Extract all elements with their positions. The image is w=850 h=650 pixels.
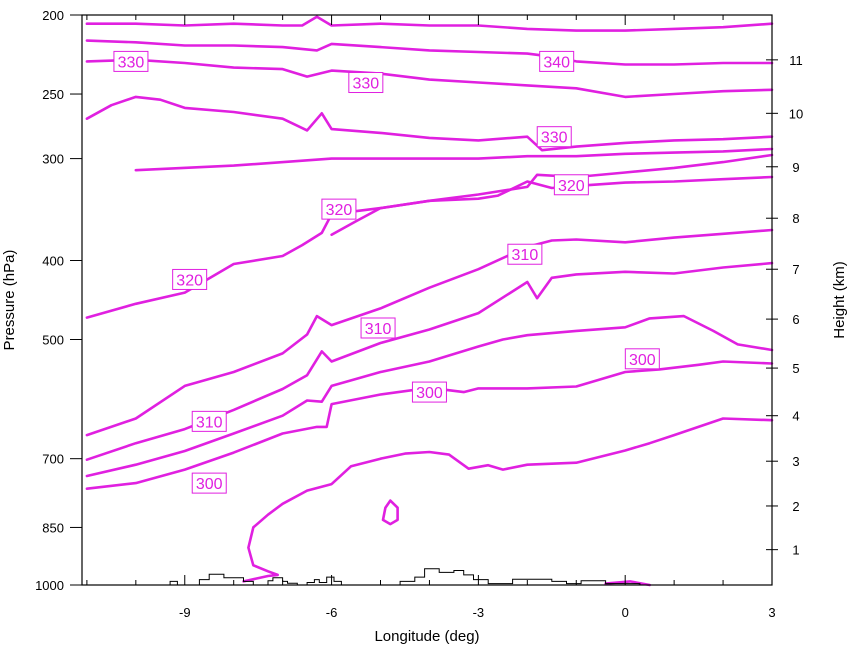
contour-line-345 bbox=[85, 15, 774, 32]
x-tick-label: -9 bbox=[179, 605, 191, 620]
contour-label-box bbox=[172, 268, 208, 290]
contour-label-box bbox=[191, 472, 227, 494]
contour-labels: 330 330 340 330 320 320 320 310 310 310 300 300 300 bbox=[113, 50, 660, 494]
contour-label: 300 bbox=[416, 385, 443, 402]
contour-label: 310 bbox=[365, 321, 392, 338]
contour-label: 330 bbox=[541, 130, 568, 147]
height-tick-label: 9 bbox=[792, 160, 799, 175]
y-tick-label: 700 bbox=[42, 452, 64, 467]
y-tick-label: 500 bbox=[42, 333, 64, 348]
contour-label: 320 bbox=[176, 272, 203, 289]
contour-label: 300 bbox=[629, 352, 656, 369]
y-tick-label: 850 bbox=[42, 520, 64, 535]
contour-line-330 bbox=[85, 95, 774, 152]
contour-line-340 bbox=[85, 39, 774, 66]
height-tick-label: 6 bbox=[792, 312, 799, 327]
y-tick-label: 400 bbox=[42, 253, 64, 268]
contour-label-box bbox=[539, 50, 575, 72]
y-axis-title-right: Height (km) bbox=[831, 261, 848, 339]
contour-label: 320 bbox=[326, 202, 353, 219]
contour-label-box bbox=[113, 50, 149, 72]
y-tick-label: 250 bbox=[42, 87, 64, 102]
contour-line-335 bbox=[85, 58, 774, 99]
height-tick-label: 4 bbox=[792, 409, 799, 424]
x-tick-label: 0 bbox=[622, 605, 629, 620]
contour-label-box bbox=[553, 174, 589, 196]
plot-frame bbox=[81, 14, 773, 586]
height-tick-label: 8 bbox=[792, 211, 799, 226]
height-tick-label: 5 bbox=[792, 361, 799, 376]
contour-label: 310 bbox=[512, 247, 539, 264]
contour-label-box bbox=[536, 126, 572, 148]
contour-label-box bbox=[191, 410, 227, 432]
contour-label-box bbox=[411, 381, 447, 403]
contour-label: 300 bbox=[196, 476, 223, 493]
contour-label: 310 bbox=[196, 414, 223, 431]
contour-line-305 bbox=[85, 314, 774, 478]
y-tick-label: 1000 bbox=[35, 578, 64, 593]
height-tick-label: 1 bbox=[792, 543, 799, 558]
height-tick-label: 10 bbox=[789, 106, 803, 121]
contour-label-box bbox=[624, 348, 660, 370]
x-axis-title: Longitude (deg) bbox=[374, 628, 479, 645]
contour-label: 330 bbox=[118, 54, 145, 71]
contour-label: 320 bbox=[558, 178, 585, 195]
contour-line-310 bbox=[85, 261, 774, 461]
y-axis-title-left: Pressure (hPa) bbox=[1, 250, 18, 351]
x-tick-label: 3 bbox=[768, 605, 775, 620]
contour-label-box bbox=[360, 317, 396, 339]
contour-label: 340 bbox=[543, 54, 570, 71]
height-tick-label: 11 bbox=[789, 53, 803, 68]
contour-label: 330 bbox=[352, 76, 379, 93]
contour-line-302 bbox=[85, 360, 774, 490]
contour-line-290 bbox=[604, 580, 651, 587]
contour-line-325 bbox=[134, 147, 774, 172]
contour-line-320 bbox=[85, 153, 774, 319]
y-tick-label: 300 bbox=[42, 152, 64, 167]
x-tick-label: -6 bbox=[326, 605, 338, 620]
y-tick-label: 200 bbox=[42, 8, 64, 23]
contour-line-300 bbox=[242, 417, 774, 583]
contour-label-box bbox=[348, 72, 384, 94]
axis-ticks: -9 -6 -3 0 3 200 250 300 400 500 700 850 1000 1 2 3 4 5 6 7… bbox=[35, 8, 803, 620]
contour-label-box bbox=[507, 243, 543, 265]
height-tick-label: 3 bbox=[792, 454, 799, 469]
terrain-profile bbox=[169, 568, 641, 586]
contour-label-box bbox=[321, 198, 357, 220]
height-tick-label: 7 bbox=[792, 262, 799, 277]
contour-line-295 bbox=[381, 499, 399, 526]
x-tick-label: -3 bbox=[473, 605, 485, 620]
contour-lines bbox=[85, 15, 774, 587]
height-tick-label: 2 bbox=[792, 499, 799, 514]
contour-line-315 bbox=[85, 228, 774, 437]
